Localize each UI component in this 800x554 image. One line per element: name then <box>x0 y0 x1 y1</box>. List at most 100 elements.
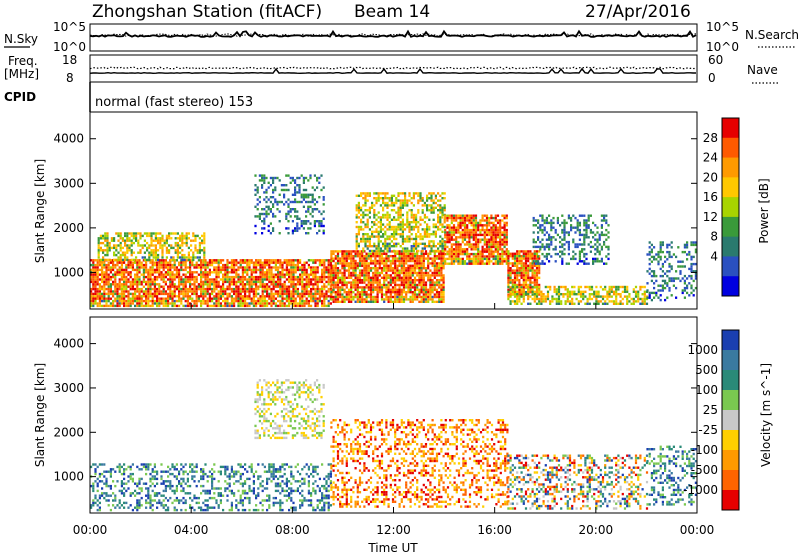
heatmap-cell <box>428 192 431 195</box>
heatmap-cell <box>316 297 319 300</box>
heatmap-cell <box>272 283 275 286</box>
heatmap-cell <box>564 285 567 289</box>
heatmap-cell <box>288 285 291 288</box>
heatmap-cell <box>263 220 266 223</box>
heatmap-cell <box>197 297 200 300</box>
heatmap-cell <box>472 255 475 258</box>
heatmap-cell <box>233 287 236 291</box>
heatmap-cell <box>204 259 207 262</box>
heatmap-cell <box>325 271 328 274</box>
heatmap-cell <box>103 271 106 274</box>
heatmap-cell <box>345 281 348 284</box>
heatmap-cell <box>169 275 172 279</box>
heatmap-cell <box>410 213 413 217</box>
heatmap-cell <box>235 273 238 276</box>
heatmap-cell <box>180 261 183 264</box>
heatmap-cell <box>522 279 525 282</box>
heatmap-cell <box>378 252 381 255</box>
heatmap-cell <box>343 300 346 303</box>
heatmap-cell <box>389 298 392 301</box>
heatmap-cell <box>292 304 295 308</box>
heatmap-cell <box>367 252 370 255</box>
heatmap-cell <box>405 281 408 284</box>
heatmap-cell <box>470 252 473 256</box>
heatmap-cell <box>503 221 506 225</box>
heatmap-cell <box>213 261 216 264</box>
heatmap-cell <box>347 252 351 255</box>
heatmap-cell <box>274 302 277 305</box>
heatmap-cell <box>354 267 357 270</box>
heatmap-cell <box>501 243 504 246</box>
heatmap-cell <box>248 283 251 286</box>
heatmap-cell <box>217 297 220 300</box>
heatmap-cell <box>117 239 120 242</box>
heatmap-cell <box>373 204 376 207</box>
heatmap-cell <box>470 219 473 222</box>
heatmap-cell <box>158 268 161 272</box>
heatmap-cell <box>384 230 387 233</box>
heatmap-cell <box>617 293 620 296</box>
heatmap-cell <box>383 267 386 270</box>
heatmap-cell <box>173 266 176 269</box>
heatmap-cell <box>501 248 504 251</box>
heatmap-cell <box>193 290 196 293</box>
heatmap-cell <box>380 252 384 255</box>
heatmap-cell <box>643 295 646 298</box>
heatmap-cell <box>509 267 512 270</box>
heatmap-cell <box>160 259 163 262</box>
heatmap-cell <box>178 275 181 279</box>
heatmap-cell <box>195 271 198 274</box>
heatmap-cell <box>112 280 115 284</box>
heatmap-cell <box>202 295 205 298</box>
heatmap-cell <box>509 276 512 279</box>
heatmap-cell <box>540 293 543 296</box>
heatmap-cell <box>263 278 266 281</box>
heatmap-cell <box>399 209 402 212</box>
heatmap-cell <box>107 295 110 298</box>
heatmap-cell <box>424 283 428 287</box>
heatmap-cell <box>327 263 330 267</box>
heatmap-cell <box>557 297 561 301</box>
heatmap-cell <box>290 278 293 281</box>
heatmap-cell <box>448 228 451 232</box>
heatmap-cell <box>307 280 310 284</box>
heatmap-cell <box>246 271 249 274</box>
heatmap-cell <box>440 276 443 279</box>
heatmap-cell <box>341 259 344 263</box>
heatmap-cell <box>189 278 192 281</box>
heatmap-cell <box>352 259 355 263</box>
heatmap-cell <box>148 244 151 247</box>
heatmap-cell <box>401 242 404 245</box>
heatmap-cell <box>202 297 205 300</box>
heatmap-cell <box>376 281 379 284</box>
heatmap-cell <box>481 238 484 241</box>
heatmap-cell <box>248 278 251 281</box>
heatmap-cell <box>481 226 484 229</box>
heatmap-cell <box>294 271 297 274</box>
heatmap-cell <box>352 291 355 294</box>
heatmap-cell <box>355 209 358 212</box>
heatmap-cell <box>355 242 358 245</box>
heatmap-cell <box>206 283 209 286</box>
heatmap-cell <box>549 302 552 305</box>
heatmap-cell <box>404 194 407 197</box>
heatmap-cell <box>332 298 335 301</box>
heatmap-cell <box>501 240 504 244</box>
heatmap-cell <box>386 247 389 250</box>
heatmap-cell <box>404 197 407 200</box>
heatmap-cell <box>323 273 326 276</box>
heatmap-cell <box>158 266 161 269</box>
heatmap-cell <box>582 293 585 296</box>
heatmap-cell <box>323 297 326 300</box>
heatmap-cell <box>285 174 288 177</box>
heatmap-cell <box>153 283 156 286</box>
heatmap-cell <box>372 283 375 287</box>
heatmap-cell <box>474 216 478 220</box>
heatmap-cell <box>323 271 326 274</box>
heatmap-cell <box>386 249 389 253</box>
heatmap-cell <box>294 299 297 303</box>
heatmap-cell <box>130 253 133 257</box>
heatmap-cell <box>204 299 207 303</box>
heatmap-cell <box>120 290 123 293</box>
heatmap-cell <box>185 256 188 259</box>
